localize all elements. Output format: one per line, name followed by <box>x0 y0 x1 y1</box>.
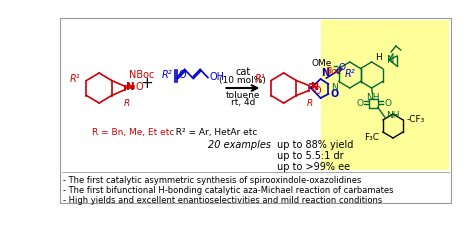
Text: N: N <box>126 82 135 92</box>
Text: N: N <box>331 83 338 92</box>
Text: up to >99% ee: up to >99% ee <box>277 162 350 172</box>
Bar <box>369 98 378 107</box>
Text: R: R <box>307 99 313 109</box>
Text: up to 5.5:1 dr: up to 5.5:1 dr <box>277 151 344 161</box>
Text: +: + <box>140 76 153 91</box>
Text: R²: R² <box>162 70 173 81</box>
Text: R¹: R¹ <box>70 74 81 84</box>
Text: N: N <box>310 83 318 93</box>
FancyBboxPatch shape <box>320 20 449 170</box>
Text: 20 examples: 20 examples <box>209 140 272 150</box>
Text: up to 88% yield: up to 88% yield <box>277 140 353 150</box>
Text: N: N <box>387 55 394 65</box>
Text: - The first catalytic asymmetric synthesis of spirooxindole-oxazolidines: - The first catalytic asymmetric synthes… <box>63 176 362 185</box>
Text: toluene: toluene <box>226 91 260 99</box>
Text: OH: OH <box>210 72 225 83</box>
Text: O: O <box>179 70 186 81</box>
Text: F₃C: F₃C <box>365 133 379 143</box>
Text: R¹: R¹ <box>255 74 265 84</box>
Text: H: H <box>375 54 382 62</box>
Text: O: O <box>385 98 392 107</box>
Text: O: O <box>314 86 321 95</box>
Text: Boc: Boc <box>326 67 342 76</box>
Text: - The first bifunctional H-bonding catalytic aza-Michael reaction of carbamates: - The first bifunctional H-bonding catal… <box>63 186 393 195</box>
Text: NH: NH <box>366 93 379 102</box>
Text: O: O <box>338 63 345 72</box>
Text: O: O <box>356 98 364 107</box>
Text: NBoc: NBoc <box>129 70 155 81</box>
Text: R: R <box>124 98 130 107</box>
Text: R = Bn, Me, Et etc: R = Bn, Me, Et etc <box>92 128 174 137</box>
Text: cat: cat <box>235 67 250 77</box>
Text: NH: NH <box>386 111 399 120</box>
Text: rt, 4d: rt, 4d <box>231 97 255 106</box>
Text: N: N <box>321 68 330 78</box>
Text: R²: R² <box>345 69 356 79</box>
Text: R² = Ar, HetAr etc: R² = Ar, HetAr etc <box>170 128 257 137</box>
Text: O: O <box>135 82 143 92</box>
Text: -CF₃: -CF₃ <box>407 116 425 124</box>
Text: - High yields and excellent enantioselectivities and mild reaction conditions: - High yields and excellent enantioselec… <box>63 196 383 205</box>
Text: (10 mol%): (10 mol%) <box>219 75 266 85</box>
FancyBboxPatch shape <box>60 18 451 203</box>
Text: OMe: OMe <box>312 60 332 68</box>
Text: O: O <box>330 89 338 99</box>
